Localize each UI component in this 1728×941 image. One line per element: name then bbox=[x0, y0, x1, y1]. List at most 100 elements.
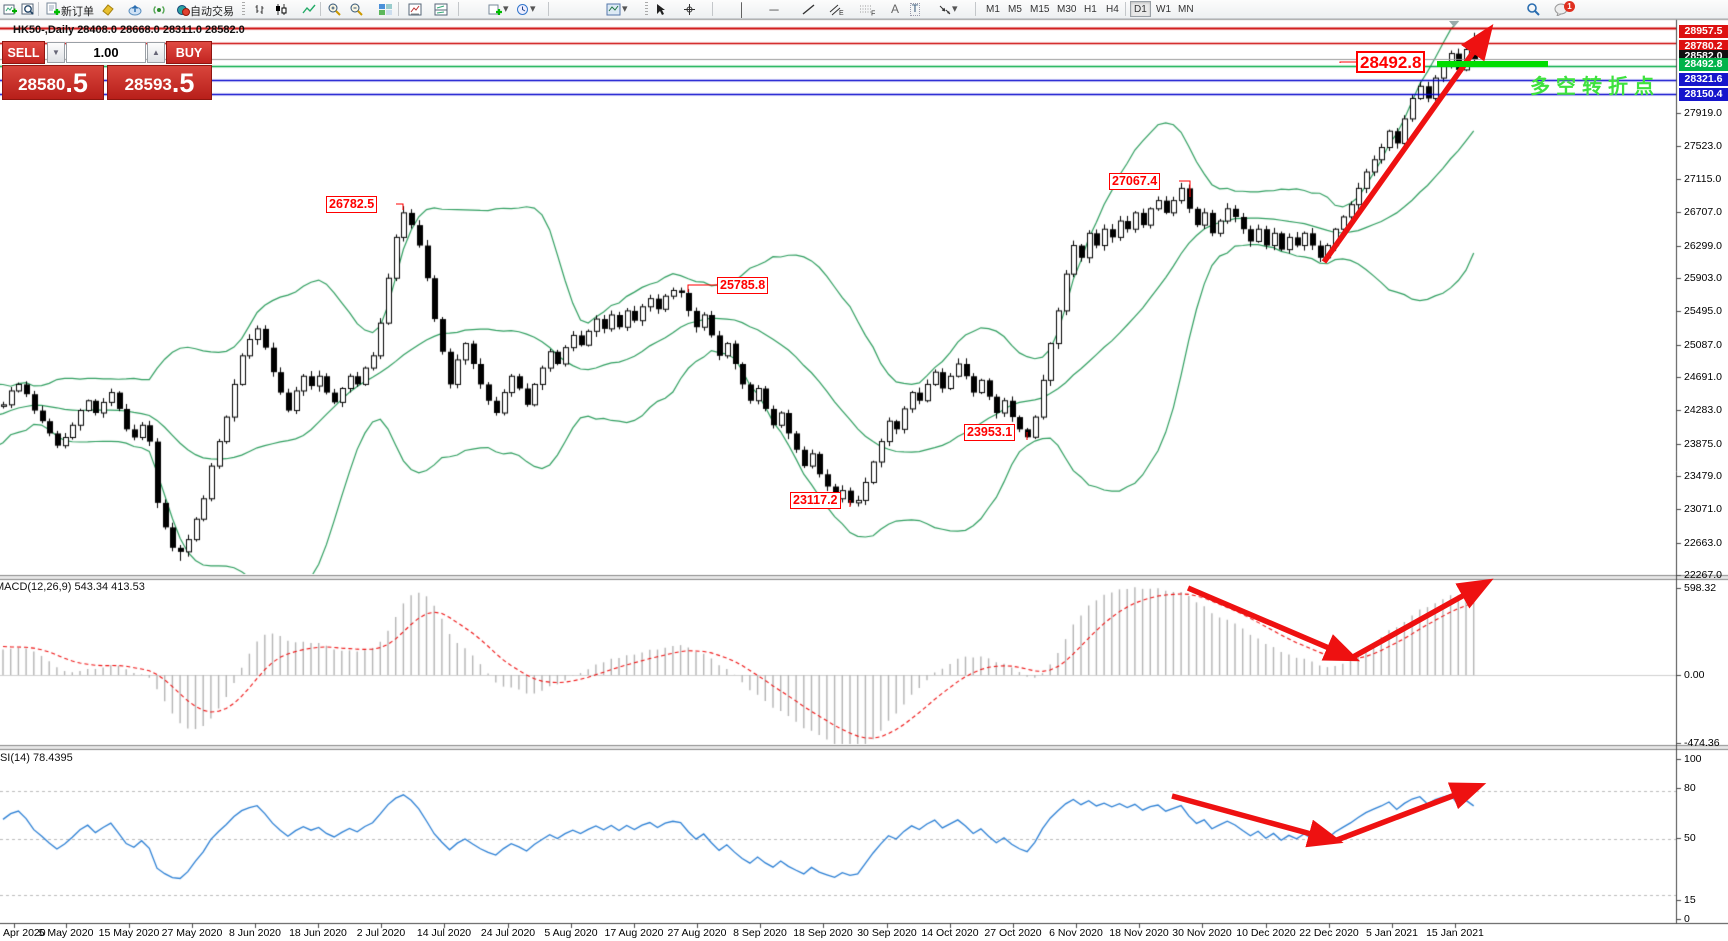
date-tick-label: 30 Sep 2020 bbox=[857, 927, 917, 939]
new-order-label[interactable]: 新订单 bbox=[61, 6, 94, 18]
signals-icon-button[interactable] bbox=[150, 1, 169, 17]
date-tick-label: 5 May 2020 bbox=[38, 927, 94, 939]
rsi-tick-label: 15 bbox=[1684, 894, 1696, 906]
date-tick-label: 8 Sep 2020 bbox=[733, 927, 787, 939]
price-annotation-label[interactable]: 23117.2 bbox=[790, 492, 841, 509]
date-tick-label: Apr 2020 bbox=[3, 927, 46, 939]
buy-button[interactable]: BUY bbox=[166, 41, 212, 64]
volume-decrease-button[interactable]: ▼ bbox=[47, 42, 65, 63]
sell-button[interactable]: SELL bbox=[2, 41, 45, 64]
new-chart-button[interactable] bbox=[1, 1, 19, 17]
arrows-shapes-tool[interactable]: ▾ bbox=[936, 1, 960, 17]
macd-tick-label: -474.36 bbox=[1684, 737, 1720, 749]
period-clock-button[interactable]: ▾ bbox=[514, 1, 538, 17]
date-tick-label: 15 May 2020 bbox=[98, 927, 160, 939]
date-tick-label: 5 Jan 2021 bbox=[1366, 927, 1418, 939]
sell-price-main: 28580 bbox=[18, 75, 66, 94]
price-tick-label: 23071.0 bbox=[1684, 503, 1722, 515]
notification-count-badge: 1 bbox=[1564, 1, 1575, 12]
timeframe-button-m1[interactable]: M1 bbox=[986, 3, 1000, 15]
volume-increase-button[interactable]: ▲ bbox=[147, 42, 165, 63]
autotrading-button[interactable] bbox=[174, 1, 193, 17]
price-tick-label: 27919.0 bbox=[1684, 107, 1722, 119]
notifications-icon[interactable]: 1 bbox=[1552, 1, 1575, 17]
date-tick-label: 17 Aug 2020 bbox=[604, 927, 664, 939]
autotrading-label[interactable]: 自动交易 bbox=[190, 6, 234, 18]
tile-windows-button[interactable] bbox=[376, 1, 395, 17]
macd-indicator-label: MACD(12,26,9) 543.34 413.53 bbox=[0, 581, 145, 593]
chart-template-button[interactable]: ▾ bbox=[604, 1, 630, 17]
date-tick-label: 27 May 2020 bbox=[161, 927, 223, 939]
date-tick-label: 22 Dec 2020 bbox=[1299, 927, 1359, 939]
date-tick-label: 14 Jul 2020 bbox=[416, 927, 472, 939]
support-highlight-bar[interactable] bbox=[1437, 61, 1548, 67]
price-tick-label: 24283.0 bbox=[1684, 404, 1722, 416]
zoom-out-button[interactable] bbox=[347, 1, 366, 17]
timeframe-button-m5[interactable]: M5 bbox=[1008, 3, 1022, 15]
price-annotation-label[interactable]: 25785.8 bbox=[717, 277, 769, 294]
upload-chart-button[interactable] bbox=[126, 1, 145, 17]
text-label-tool[interactable]: T bbox=[909, 2, 921, 16]
price-tick-label: 22267.0 bbox=[1684, 569, 1722, 581]
rsi-tick-label: 100 bbox=[1684, 753, 1702, 765]
vertical-line-tool[interactable]: │ bbox=[737, 1, 747, 17]
rsi-indicator-label: RSI(14) 78.4395 bbox=[0, 752, 73, 764]
volume-input[interactable] bbox=[66, 42, 146, 63]
candlestick-mode-button[interactable] bbox=[272, 1, 290, 17]
zoom-in-button[interactable] bbox=[325, 1, 344, 17]
turning-point-text[interactable]: 多空转折点 bbox=[1530, 76, 1660, 98]
eraser-icon-button[interactable] bbox=[98, 1, 117, 17]
price-annotation-label[interactable]: 28492.8 bbox=[1356, 51, 1426, 73]
price-annotation-label[interactable]: 26782.5 bbox=[326, 196, 378, 213]
timeframe-button-m15[interactable]: M15 bbox=[1030, 3, 1050, 15]
date-tick-label: 18 Sep 2020 bbox=[793, 927, 853, 939]
price-tick-label: 23875.0 bbox=[1684, 438, 1722, 450]
price-tick-label: 25903.0 bbox=[1684, 272, 1722, 284]
trendline-tool[interactable] bbox=[800, 1, 817, 17]
price-tag: 28957.5 bbox=[1679, 25, 1728, 38]
new-order-button[interactable] bbox=[44, 1, 63, 17]
timeframe-button-h1[interactable]: H1 bbox=[1084, 3, 1097, 15]
rsi-tick-label: 50 bbox=[1684, 832, 1696, 844]
timeframe-button-d1[interactable]: D1 bbox=[1130, 1, 1151, 17]
data-window-button[interactable] bbox=[406, 1, 425, 17]
indicator-window-button[interactable] bbox=[432, 1, 451, 17]
profile-preview-button[interactable] bbox=[19, 1, 37, 17]
date-tick-label: 30 Nov 2020 bbox=[1172, 927, 1232, 939]
buy-price-display[interactable]: 28593.5 bbox=[107, 65, 212, 100]
price-tick-label: 24691.0 bbox=[1684, 371, 1722, 383]
macd-tick-label: 0.00 bbox=[1684, 669, 1705, 681]
price-annotation-label[interactable]: 23953.1 bbox=[964, 424, 1016, 441]
one-click-trading-panel: SELL ▼ ▲ BUY 28580.5 28593.5 bbox=[2, 41, 212, 100]
line-chart-mode-button[interactable] bbox=[300, 1, 318, 17]
sell-price-display[interactable]: 28580.5 bbox=[2, 65, 104, 100]
fibonacci-tool[interactable]: F bbox=[857, 1, 877, 17]
add-indicator-button[interactable]: ▾ bbox=[486, 1, 511, 17]
date-tick-label: 18 Jun 2020 bbox=[289, 927, 347, 939]
chart-shift-marker[interactable] bbox=[1449, 21, 1459, 27]
cursor-tool-button[interactable] bbox=[653, 1, 669, 17]
svg-text:E: E bbox=[839, 10, 844, 16]
bar-chart-mode-button[interactable] bbox=[252, 1, 270, 17]
timeframe-button-w1[interactable]: W1 bbox=[1156, 3, 1171, 15]
price-tick-label: 26707.0 bbox=[1684, 206, 1722, 218]
crosshair-tool-button[interactable] bbox=[681, 1, 698, 17]
horizontal-line-tool[interactable]: ─ bbox=[769, 1, 779, 17]
price-tick-label: 27115.0 bbox=[1684, 173, 1722, 185]
timeframe-button-mn[interactable]: MN bbox=[1178, 3, 1194, 15]
equidistant-channel-tool[interactable]: E bbox=[827, 1, 847, 17]
search-icon[interactable] bbox=[1524, 1, 1543, 17]
price-tick-label: 26299.0 bbox=[1684, 240, 1722, 252]
text-tool[interactable]: A bbox=[890, 2, 899, 16]
date-tick-label: 2 Jul 2020 bbox=[356, 927, 406, 939]
price-tick-label: 25087.0 bbox=[1684, 339, 1722, 351]
date-tick-label: 18 Nov 2020 bbox=[1109, 927, 1169, 939]
date-tick-label: 14 Oct 2020 bbox=[921, 927, 979, 939]
price-tag: 28321.6 bbox=[1679, 73, 1728, 86]
price-annotation-label[interactable]: 27067.4 bbox=[1109, 173, 1161, 190]
timeframe-button-h4[interactable]: H4 bbox=[1106, 3, 1119, 15]
buy-price-main: 28593 bbox=[124, 75, 172, 94]
timeframe-button-m30[interactable]: M30 bbox=[1057, 3, 1077, 15]
